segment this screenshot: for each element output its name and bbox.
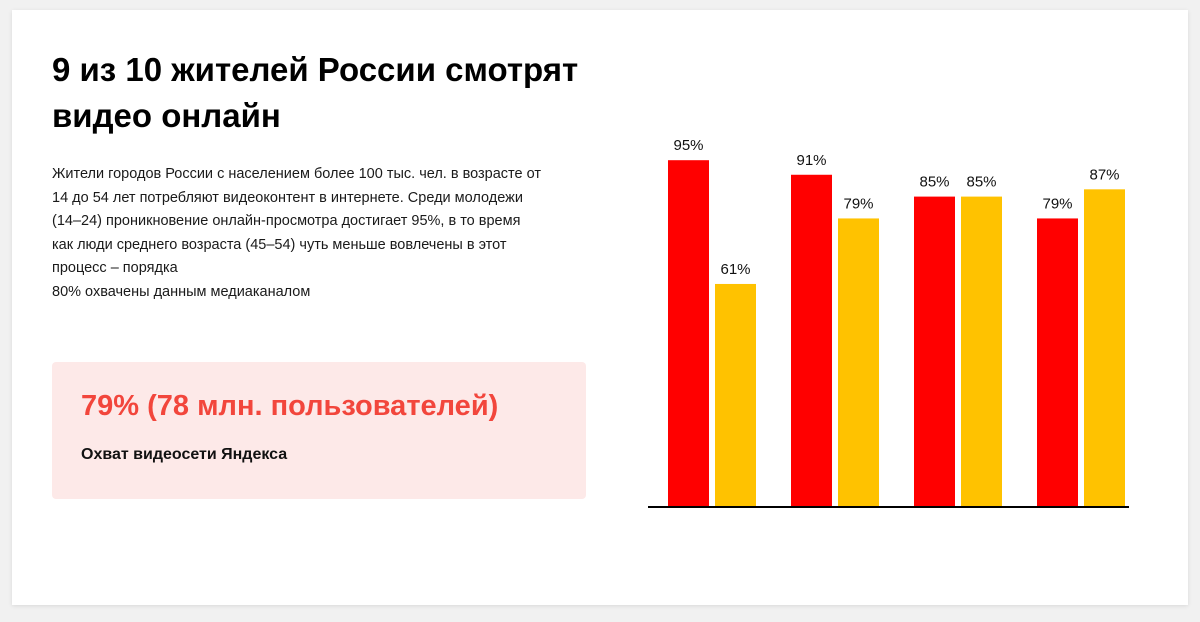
data-label: 87% (1089, 166, 1119, 183)
bar-series2-group2 (838, 218, 879, 506)
content-card: 9 из 10 жителей России смотрят видео онл… (12, 10, 1188, 605)
data-label: 85% (919, 174, 949, 191)
data-label: 61% (720, 261, 750, 278)
bar-chart: 95% 61% 91% 79% 85% 85% 79% 87% (648, 137, 1129, 508)
bar-series1-group1 (668, 160, 709, 506)
bar-series2-group3 (961, 196, 1002, 506)
bar-series2-group1 (715, 283, 756, 506)
description-line: процесс – порядка (52, 260, 178, 276)
highlight-value: 79% (78 млн. пользователей) (81, 390, 499, 422)
description-line: 80% охвачены данным медиаканалом (52, 283, 311, 300)
highlight-caption: Охват видеосети Яндекса (81, 446, 288, 463)
bar-series1-group4 (1037, 218, 1078, 506)
data-label: 79% (843, 195, 873, 212)
description-text: Жители городов России с населением более… (52, 163, 602, 304)
bar-series2-group4 (1084, 189, 1125, 506)
description-line: (14–24) проникновение онлайн-просмотра д… (52, 213, 521, 229)
bar-series1-group2 (791, 174, 832, 506)
data-label: 91% (796, 152, 826, 169)
description-line: как люди среднего возраста (45–54) чуть … (52, 236, 507, 253)
data-label: 79% (1042, 195, 1072, 212)
bar-series1-group3 (914, 196, 955, 506)
description-line: Жители городов России с населением более… (52, 166, 542, 182)
page-title: 9 из 10 жителей России смотрят видео онл… (52, 51, 579, 134)
description-line: 14 до 54 лет потребляют видеоконтент в и… (52, 189, 523, 206)
data-label: 95% (673, 137, 703, 154)
highlight-box: 79% (78 млн. пользователей) Охват видеос… (52, 362, 586, 499)
data-label: 85% (966, 174, 996, 191)
